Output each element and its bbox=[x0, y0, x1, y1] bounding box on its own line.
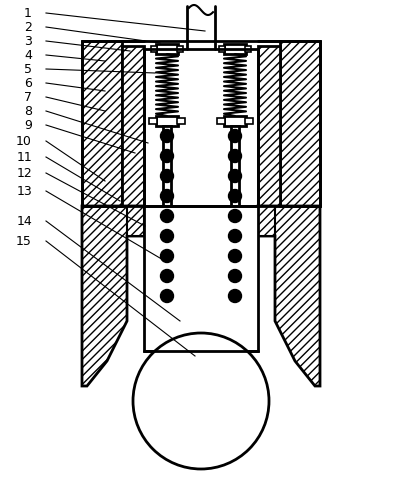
Bar bbox=[244, 118, 252, 124]
Bar bbox=[122, 46, 144, 206]
Text: 7: 7 bbox=[24, 90, 32, 104]
Polygon shape bbox=[82, 206, 144, 386]
Circle shape bbox=[160, 149, 173, 163]
Text: 1: 1 bbox=[24, 6, 32, 20]
Bar bbox=[82, 41, 122, 206]
Bar bbox=[231, 126, 239, 306]
Bar bbox=[144, 206, 257, 351]
Circle shape bbox=[160, 270, 173, 282]
Circle shape bbox=[228, 190, 241, 202]
Bar bbox=[156, 116, 178, 126]
Circle shape bbox=[160, 249, 173, 263]
Bar bbox=[162, 126, 170, 306]
Bar bbox=[149, 118, 157, 124]
Text: 5: 5 bbox=[24, 62, 32, 76]
Bar bbox=[176, 118, 184, 124]
Bar bbox=[257, 206, 274, 236]
Bar bbox=[127, 206, 144, 236]
Circle shape bbox=[160, 290, 173, 302]
Circle shape bbox=[228, 130, 241, 142]
Circle shape bbox=[160, 229, 173, 243]
Bar bbox=[217, 118, 225, 124]
Text: 14: 14 bbox=[16, 215, 32, 227]
Circle shape bbox=[160, 190, 173, 202]
Bar bbox=[176, 46, 182, 52]
Text: 13: 13 bbox=[16, 185, 32, 197]
Circle shape bbox=[228, 270, 241, 282]
Text: 4: 4 bbox=[24, 49, 32, 61]
Circle shape bbox=[160, 130, 173, 142]
Circle shape bbox=[228, 249, 241, 263]
Text: 12: 12 bbox=[16, 166, 32, 180]
Text: 3: 3 bbox=[24, 34, 32, 48]
Circle shape bbox=[228, 149, 241, 163]
Bar bbox=[219, 46, 225, 52]
Bar bbox=[257, 46, 279, 206]
Polygon shape bbox=[257, 206, 319, 386]
Circle shape bbox=[228, 229, 241, 243]
Bar bbox=[279, 41, 319, 206]
Circle shape bbox=[133, 333, 268, 469]
Circle shape bbox=[160, 210, 173, 222]
Circle shape bbox=[228, 290, 241, 302]
Bar bbox=[223, 44, 245, 54]
Circle shape bbox=[160, 169, 173, 183]
Text: 11: 11 bbox=[16, 151, 32, 164]
Bar bbox=[223, 116, 245, 126]
Circle shape bbox=[228, 169, 241, 183]
Text: 15: 15 bbox=[16, 235, 32, 247]
Circle shape bbox=[228, 210, 241, 222]
Bar bbox=[156, 44, 178, 54]
Text: 10: 10 bbox=[16, 135, 32, 147]
Text: 9: 9 bbox=[24, 118, 32, 132]
Bar bbox=[244, 46, 250, 52]
Text: 2: 2 bbox=[24, 21, 32, 33]
Bar bbox=[151, 46, 157, 52]
Text: 8: 8 bbox=[24, 105, 32, 117]
Text: 6: 6 bbox=[24, 77, 32, 89]
